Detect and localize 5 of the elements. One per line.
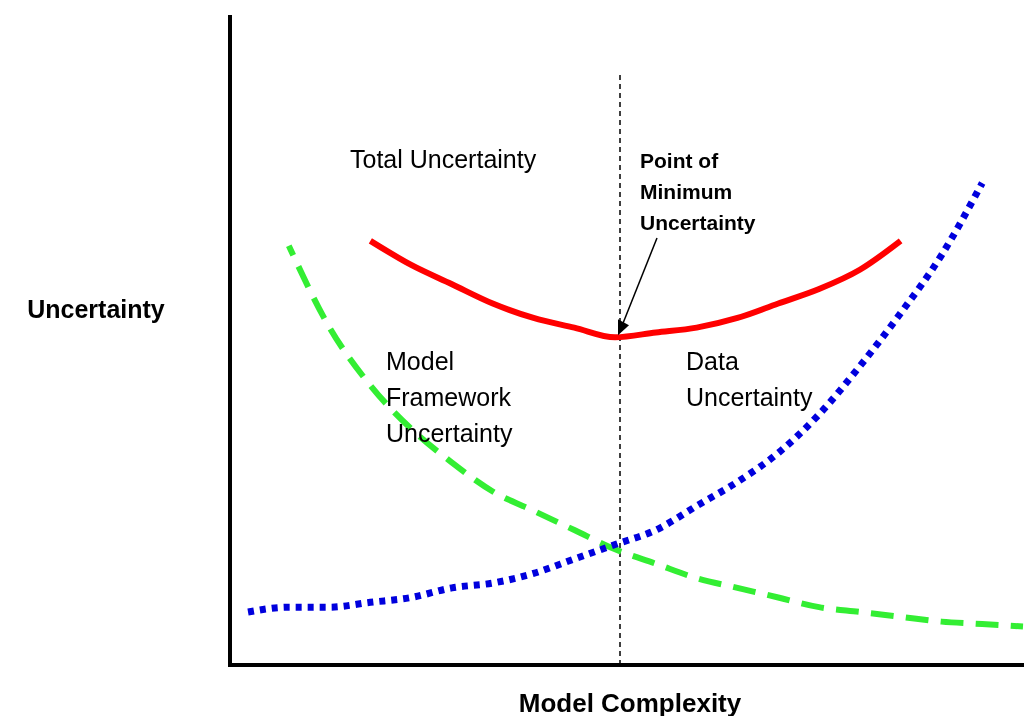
series-label: Data Uncertainty [686, 347, 813, 411]
series-label: Model Framework Uncertainty [386, 347, 513, 447]
text: Total Uncertainty [350, 145, 537, 173]
annotation: Point of Minimum Uncertainty [640, 149, 756, 234]
y-axis-title: Uncertainty [27, 295, 165, 323]
